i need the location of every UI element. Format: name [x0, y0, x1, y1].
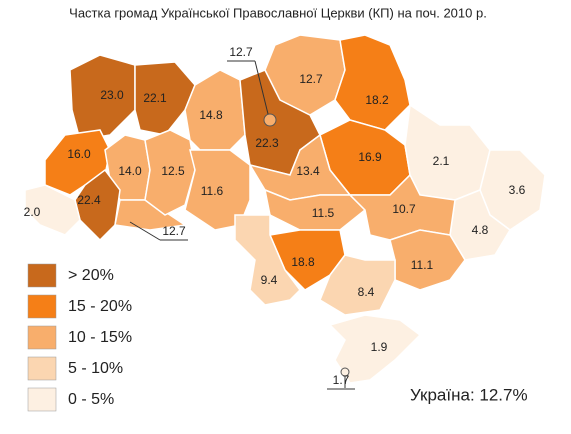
region: [334, 34, 411, 131]
value-label: 8.4: [358, 285, 375, 299]
legend-label: 10 - 15%: [68, 329, 132, 346]
legend-swatch: [27, 387, 57, 412]
region: [319, 254, 396, 316]
value-label: 18.8: [291, 255, 315, 269]
region: [263, 113, 277, 127]
legend-swatch: [27, 325, 57, 350]
legend-label: 15 - 20%: [68, 298, 132, 315]
value-label: 3.6: [509, 183, 526, 197]
value-label: 11.6: [201, 184, 224, 198]
value-label: 18.2: [365, 93, 389, 107]
value-label: 12.5: [161, 164, 185, 178]
region: [144, 129, 196, 216]
legend-label: 0 - 5%: [68, 391, 114, 408]
region: [114, 199, 188, 231]
value-label: 14.0: [118, 164, 142, 178]
value-label: 14.8: [199, 108, 223, 122]
region: [328, 314, 422, 384]
value-label: 1.9: [371, 340, 388, 354]
value-label: 22.4: [77, 193, 101, 207]
value-label: 2.1: [433, 154, 450, 168]
value-label: 11.1: [411, 258, 434, 272]
region: [24, 184, 81, 236]
value-label: 16.9: [358, 150, 382, 164]
region: [348, 173, 456, 241]
value-label: 4.8: [472, 223, 489, 237]
callout-line: [254, 60, 269, 115]
value-label: 11.5: [312, 206, 335, 220]
legend-swatch: [27, 263, 57, 288]
region: [69, 54, 136, 141]
region: [234, 214, 301, 306]
value-label: 16.0: [67, 147, 91, 161]
legend-label: > 20%: [68, 267, 114, 284]
value-label: 10.7: [392, 202, 416, 216]
value-label: 12.7: [229, 45, 253, 59]
value-label: 9.4: [261, 273, 278, 287]
legend-label: 5 - 10%: [68, 360, 123, 377]
value-label: 23.0: [100, 88, 124, 102]
value-label: 12.7: [299, 72, 323, 86]
labels: 23.0 22.1 16.0 14.0 22.4 2.0 12.7 12.5 14.8 11.6 2…: [24, 45, 526, 390]
region: [134, 61, 196, 136]
region: [404, 103, 491, 201]
regions: [24, 34, 546, 384]
value-label: 12.7: [162, 224, 186, 238]
value-label: 22.3: [255, 136, 279, 150]
callout-line: [129, 221, 161, 241]
value-label: 13.4: [296, 164, 320, 178]
value-label: 22.1: [143, 91, 167, 105]
map-title: Частка громад Української Православної Ц…: [69, 5, 487, 20]
legend-swatch: [27, 294, 57, 319]
value-label: 2.0: [24, 205, 41, 219]
value-label: 1.7: [333, 373, 350, 387]
legend-swatch: [27, 356, 57, 381]
summary: Україна: 12.7%: [410, 385, 528, 404]
